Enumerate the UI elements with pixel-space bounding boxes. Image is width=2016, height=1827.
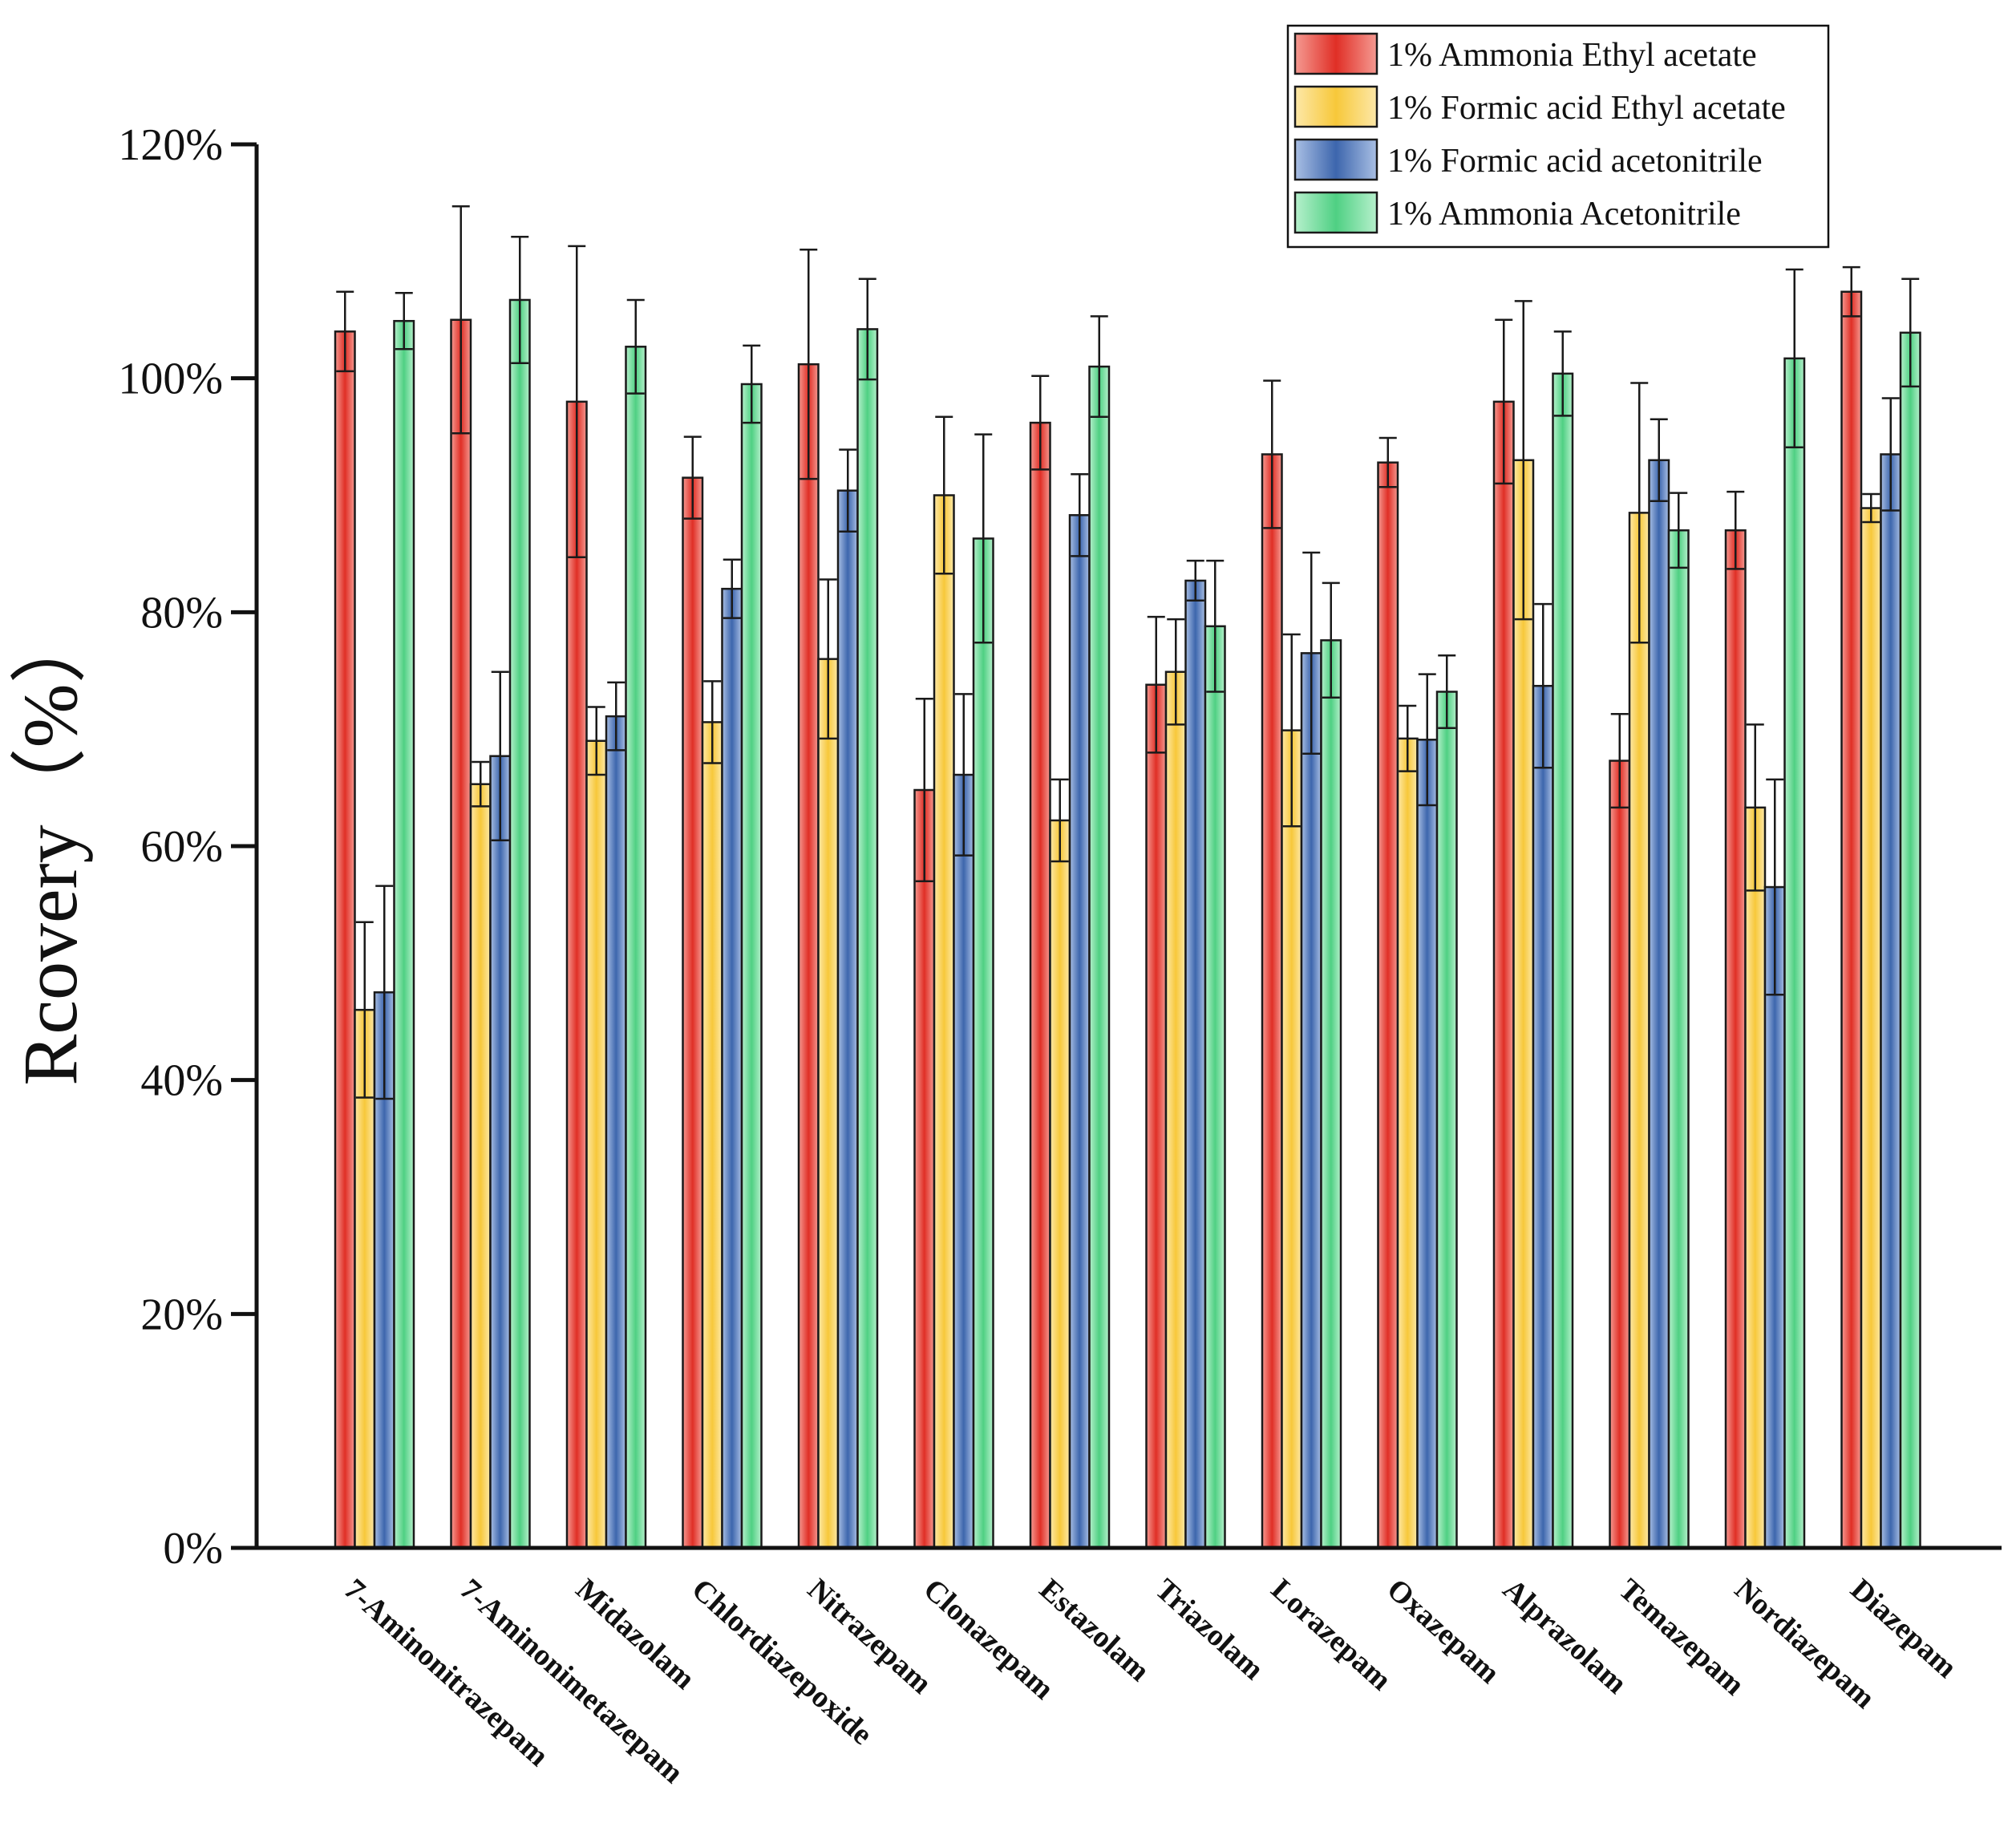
x-tick-label-lorazepam: Lorazepam [1265,1572,1398,1696]
bar-oxazepam-1-formic-acid-acetonitrile [1416,739,1439,1550]
bar-estazolam-1-ammonia-ethyl-acetate [1029,421,1051,1550]
legend-frame [1286,24,1830,249]
legend-swatch-1-ammonia-acetonitrile [1293,191,1378,234]
bar-7-aminonitrazepam-1-ammonia-ethyl-acetate [334,330,356,1550]
x-tick-label-triazolam: Triazolam [1148,1572,1269,1686]
bar-temazepam-1-ammonia-ethyl-acetate [1609,760,1631,1550]
x-tick-label-diazepam: Diazepam [1844,1572,1963,1684]
bar-lorazepam-1-formic-acid-ethyl-acetate [1281,729,1303,1550]
bar-triazolam-1-formic-acid-acetonitrile [1184,579,1207,1550]
bar-temazepam-1-formic-acid-ethyl-acetate [1628,512,1650,1550]
bar-alprazolam-1-formic-acid-ethyl-acetate [1512,459,1535,1550]
bar-midazolam-1-formic-acid-ethyl-acetate [585,739,608,1550]
bar-lorazepam-1-ammonia-acetonitrile [1320,639,1342,1550]
y-tick-label: 40% [140,1056,223,1106]
bar-alprazolam-1-ammonia-acetonitrile [1552,372,1574,1550]
y-tick-label: 0% [163,1524,223,1574]
bar-midazolam-1-ammonia-ethyl-acetate [565,400,588,1550]
x-tick-label-alprazolam: Alprazolam [1496,1572,1633,1700]
bar-estazolam-1-formic-acid-acetonitrile [1068,514,1091,1550]
bar-chlordiazepoxide-1-ammonia-acetonitrile [740,383,763,1550]
legend-label-1-formic-acid-ethyl-acetate: 1% Formic acid Ethyl acetate [1387,90,1786,127]
legend-label-1-formic-acid-acetonitrile: 1% Formic acid acetonitrile [1387,143,1763,180]
legend-swatch-1-ammonia-ethyl-acetate [1293,32,1378,75]
bar-7-aminonitrazepam-1-ammonia-acetonitrile [393,319,415,1550]
bar-lorazepam-1-formic-acid-acetonitrile [1300,652,1322,1550]
bar-nitrazepam-1-ammonia-acetonitrile [856,328,879,1550]
bar-alprazolam-1-formic-acid-acetonitrile [1532,684,1554,1550]
bar-nordiazepam-1-formic-acid-ethyl-acetate [1744,806,1767,1550]
bar-alprazolam-1-ammonia-ethyl-acetate [1492,400,1515,1550]
bar-nordiazepam-1-ammonia-ethyl-acetate [1724,529,1747,1550]
bar-midazolam-1-ammonia-acetonitrile [625,346,647,1550]
bar-triazolam-1-ammonia-ethyl-acetate [1145,683,1168,1550]
x-tick-label-7-aminonitrazepam: 7-Aminonitrazepam [338,1572,555,1772]
bar-lorazepam-1-ammonia-ethyl-acetate [1261,453,1283,1550]
y-tick-label: 60% [140,822,223,872]
legend-label-1-ammonia-acetonitrile: 1% Ammonia Acetonitrile [1387,196,1741,233]
legend: 1% Ammonia Ethyl acetate 1% Formic acid E… [1286,24,1830,249]
bar-nitrazepam-1-ammonia-ethyl-acetate [797,363,820,1550]
bar-diazepam-1-ammonia-ethyl-acetate [1840,290,1863,1550]
bar-temazepam-1-ammonia-acetonitrile [1667,529,1690,1550]
legend-swatch-1-formic-acid-acetonitrile [1293,138,1378,181]
bar-diazepam-1-formic-acid-ethyl-acetate [1860,507,1882,1550]
bar-7-aminonimetazepam-1-formic-acid-acetonitrile [489,755,512,1550]
bar-diazepam-1-formic-acid-acetonitrile [1880,453,1902,1550]
y-tick-label: 120% [118,120,223,170]
bar-clonazepam-1-formic-acid-acetonitrile [953,773,975,1550]
bar-nitrazepam-1-formic-acid-ethyl-acetate [817,658,840,1550]
bar-clonazepam-1-ammonia-acetonitrile [972,537,994,1550]
bar-7-aminonimetazepam-1-ammonia-ethyl-acetate [450,318,472,1550]
bar-estazolam-1-ammonia-acetonitrile [1088,365,1111,1550]
bar-triazolam-1-formic-acid-ethyl-acetate [1164,670,1187,1550]
bar-7-aminonimetazepam-1-ammonia-acetonitrile [508,298,531,1550]
y-tick-label: 80% [140,588,223,638]
bar-oxazepam-1-formic-acid-ethyl-acetate [1396,737,1419,1550]
legend-label-1-ammonia-ethyl-acetate: 1% Ammonia Ethyl acetate [1387,37,1757,74]
bar-clonazepam-1-ammonia-ethyl-acetate [913,788,936,1550]
x-tick-label-7-aminonimetazepam: 7-Aminonimetazepam [453,1572,690,1789]
bar-chlordiazepoxide-1-formic-acid-ethyl-acetate [701,721,723,1550]
bar-triazolam-1-ammonia-acetonitrile [1204,625,1226,1550]
bar-oxazepam-1-ammonia-ethyl-acetate [1377,461,1399,1550]
bar-nordiazepam-1-ammonia-acetonitrile [1783,357,1806,1550]
x-tick-label-oxazepam: Oxazepam [1380,1572,1506,1690]
y-axis-label: Rcovery（%） [7,606,93,1085]
bar-7-aminonimetazepam-1-formic-acid-ethyl-acetate [469,783,492,1550]
bar-chlordiazepoxide-1-formic-acid-acetonitrile [721,587,743,1550]
bar-nitrazepam-1-formic-acid-acetonitrile [836,489,859,1550]
legend-swatch-1-formic-acid-ethyl-acetate [1293,85,1378,128]
bar-chlordiazepoxide-1-ammonia-ethyl-acetate [682,476,704,1550]
bar-oxazepam-1-ammonia-acetonitrile [1435,691,1458,1550]
bar-estazolam-1-formic-acid-ethyl-acetate [1049,819,1071,1550]
bar-diazepam-1-ammonia-acetonitrile [1899,331,1921,1550]
y-tick-label: 100% [118,354,223,404]
y-tick-label: 20% [140,1290,223,1339]
x-tick-label-estazolam: Estazolam [1033,1572,1156,1687]
x-tick-label-temazepam: Temazepam [1612,1572,1751,1702]
bar-clonazepam-1-formic-acid-ethyl-acetate [933,494,955,1550]
bar-temazepam-1-formic-acid-acetonitrile [1648,459,1670,1550]
bar-midazolam-1-formic-acid-acetonitrile [605,715,627,1550]
